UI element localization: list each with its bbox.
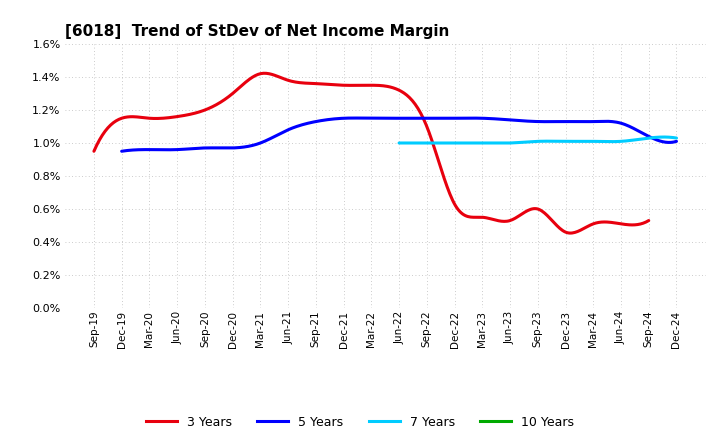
7 Years	[485, 140, 494, 146]
3 Years	[440, 176, 449, 181]
3 Years	[494, 218, 503, 224]
5 Years	[519, 118, 528, 124]
7 Years	[570, 139, 579, 144]
5 Years	[349, 115, 358, 121]
3 Years	[644, 218, 653, 223]
5 Years	[468, 115, 477, 121]
3 Years	[567, 231, 575, 236]
5 Years	[337, 116, 346, 121]
7 Years	[505, 140, 514, 146]
3 Years	[89, 149, 98, 154]
Text: [6018]  Trend of StDev of Net Income Margin: [6018] Trend of StDev of Net Income Marg…	[65, 24, 449, 39]
7 Years	[495, 140, 503, 146]
7 Years	[595, 139, 604, 144]
7 Years	[395, 140, 403, 146]
Line: 5 Years: 5 Years	[122, 118, 677, 151]
3 Years	[492, 217, 500, 223]
7 Years	[428, 140, 437, 146]
7 Years	[672, 136, 681, 141]
5 Years	[298, 122, 307, 127]
5 Years	[672, 139, 681, 144]
7 Years	[597, 139, 606, 144]
3 Years	[311, 81, 320, 86]
5 Years	[117, 149, 126, 154]
Line: 7 Years: 7 Years	[399, 137, 677, 143]
Legend: 3 Years, 5 Years, 7 Years, 10 Years: 3 Years, 5 Years, 7 Years, 10 Years	[141, 411, 579, 434]
5 Years	[184, 146, 193, 151]
3 Years	[271, 73, 280, 78]
5 Years	[522, 118, 531, 124]
3 Years	[261, 70, 269, 76]
Line: 3 Years: 3 Years	[94, 73, 649, 233]
7 Years	[660, 134, 668, 139]
3 Years	[156, 116, 165, 121]
